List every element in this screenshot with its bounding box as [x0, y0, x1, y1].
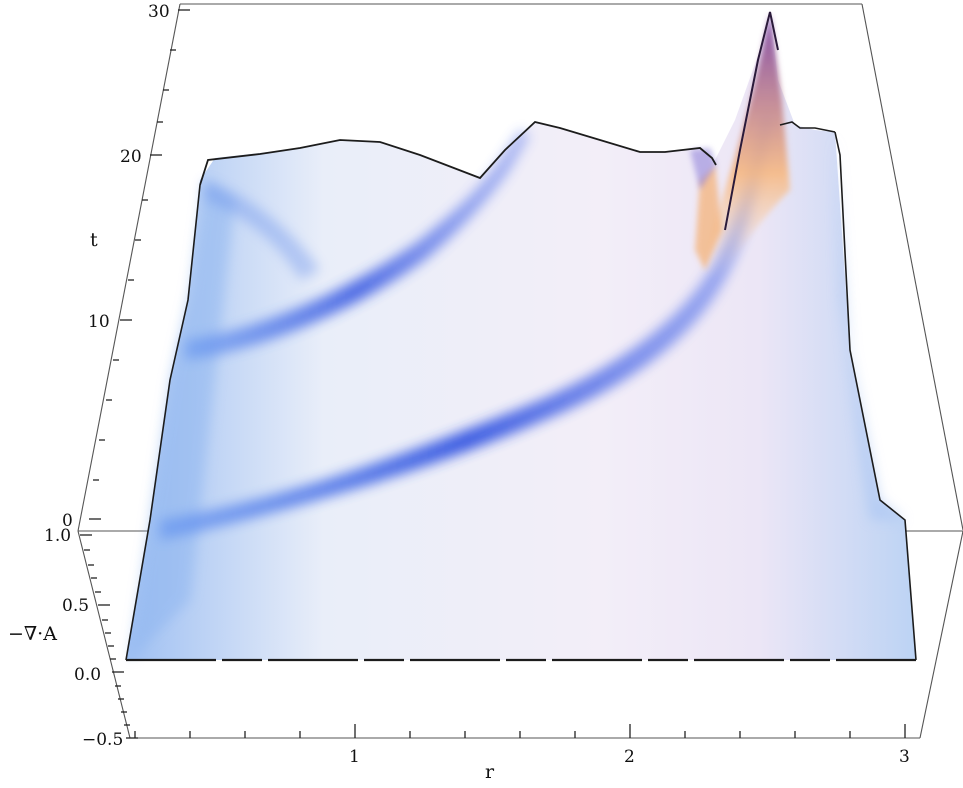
- t-tick-0: 0: [62, 511, 73, 531]
- t-tick-20: 20: [120, 147, 142, 167]
- r-tick-2: 2: [624, 747, 635, 767]
- z-tick-neg0.5: −0.5: [82, 730, 123, 750]
- t-axis: 30 20 10 0 t: [62, 2, 190, 531]
- r-axis-label: r: [485, 761, 495, 783]
- z-tick-0.5: 0.5: [62, 596, 89, 616]
- surface-top-edge: [199, 121, 717, 186]
- z-tick-1.0: 1.0: [44, 526, 71, 546]
- t-tick-10: 10: [88, 312, 110, 332]
- z-tick-0.0: 0.0: [74, 665, 101, 685]
- wavefront-inner: [185, 130, 530, 360]
- peak-ridge: [700, 14, 790, 280]
- z-axis: 1.0 0.5 0.0 −0.5 −∇·A: [8, 526, 138, 750]
- z-axis-label: −∇·A: [8, 623, 57, 645]
- t-tick-30: 30: [148, 2, 170, 22]
- r-tick-1: 1: [349, 747, 360, 767]
- r-axis: 1 2 3 r: [134, 724, 910, 783]
- surface: [125, 11, 917, 662]
- r-tick-3: 3: [899, 747, 910, 767]
- t-axis-label: t: [90, 229, 98, 251]
